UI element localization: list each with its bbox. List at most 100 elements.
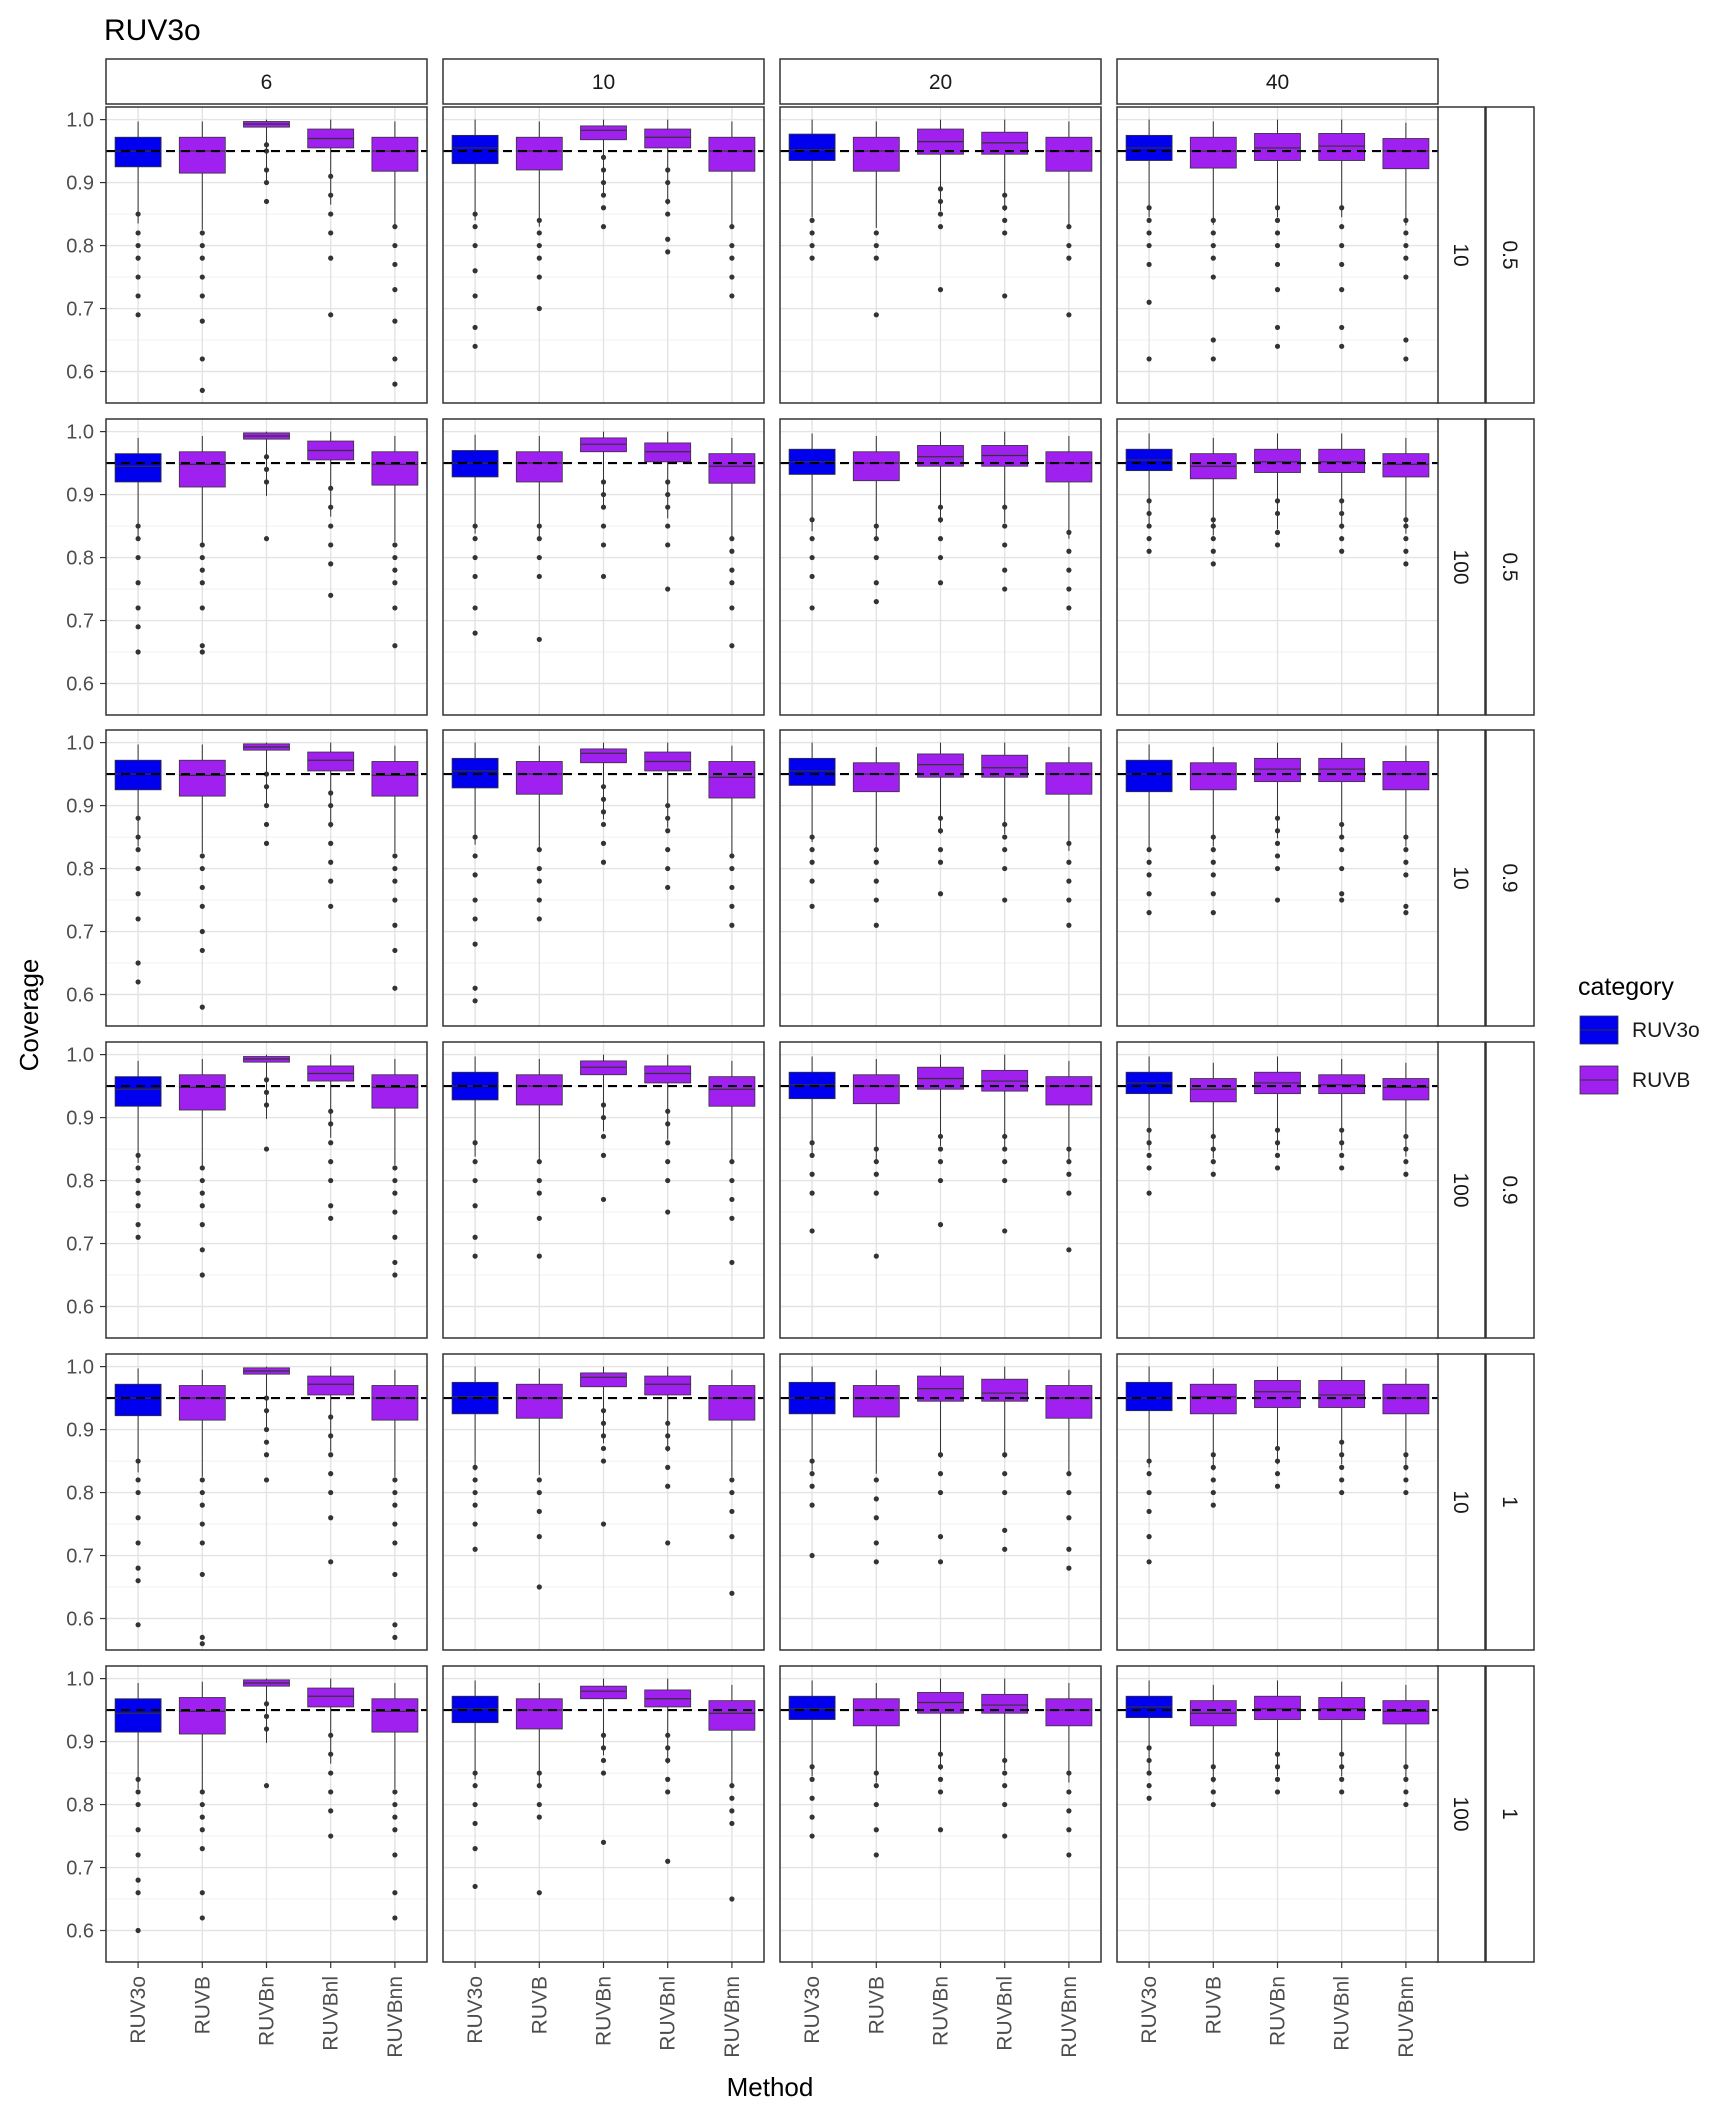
y-tick-label: 0.9 bbox=[66, 173, 94, 195]
outlier-point bbox=[328, 1833, 334, 1839]
outlier-point bbox=[600, 1114, 607, 1121]
outlier-point bbox=[199, 1222, 205, 1228]
row-strip-inner-label: 10 bbox=[1449, 866, 1472, 889]
outlier-point bbox=[1403, 1452, 1409, 1458]
outlier-point bbox=[199, 947, 205, 954]
outlier-point bbox=[328, 542, 334, 548]
outlier-point bbox=[729, 1896, 735, 1902]
outlier-point bbox=[536, 536, 542, 542]
row-strip-inner-label: 10 bbox=[1449, 243, 1472, 266]
outlier-point bbox=[1146, 1458, 1152, 1464]
outlier-point bbox=[1274, 261, 1281, 268]
box-ruvbnn bbox=[1045, 1698, 1093, 1727]
x-tick-label: RUV3o bbox=[801, 1976, 824, 2044]
panel-border bbox=[1116, 1353, 1439, 1651]
outlier-point bbox=[873, 897, 879, 903]
outlier-point bbox=[1146, 548, 1152, 554]
outlier-point bbox=[873, 1190, 879, 1196]
outlier-point bbox=[1002, 847, 1008, 853]
outlier-point bbox=[536, 865, 542, 872]
outlier-point bbox=[665, 491, 671, 498]
outlier-point bbox=[536, 1477, 542, 1483]
box-ruvbn bbox=[1254, 133, 1301, 161]
panel-border bbox=[442, 729, 765, 1027]
outlier-point bbox=[392, 224, 398, 230]
outlier-point bbox=[199, 1521, 205, 1527]
outlier-point bbox=[328, 211, 334, 217]
outlier-point bbox=[199, 1641, 205, 1647]
outlier-point bbox=[1066, 859, 1072, 865]
row-strip-outer-label: 0.5 bbox=[1498, 240, 1521, 269]
outlier-point bbox=[1339, 891, 1345, 897]
outlier-point bbox=[536, 1215, 542, 1221]
outlier-point bbox=[1066, 1471, 1072, 1477]
outlier-point bbox=[135, 554, 141, 561]
outlier-point bbox=[135, 1927, 141, 1934]
outlier-point bbox=[1210, 1452, 1216, 1458]
outlier-point bbox=[392, 1272, 398, 1278]
outlier-point bbox=[1146, 217, 1152, 223]
outlier-point bbox=[1066, 224, 1072, 230]
outlier-point bbox=[665, 1745, 671, 1751]
outlier-point bbox=[199, 1571, 205, 1578]
outlier-point bbox=[263, 1426, 270, 1433]
box-ruvbnl bbox=[981, 1693, 1029, 1714]
outlier-point bbox=[1066, 1852, 1072, 1858]
outlier-point bbox=[328, 485, 334, 491]
outlier-point bbox=[1146, 1190, 1152, 1196]
box-ruvbnl bbox=[1318, 757, 1366, 783]
outlier-point bbox=[199, 293, 205, 299]
outlier-point bbox=[328, 790, 334, 796]
outlier-point bbox=[263, 1408, 270, 1414]
outlier-point bbox=[263, 784, 270, 790]
outlier-point bbox=[199, 318, 205, 324]
outlier-point bbox=[1403, 356, 1409, 362]
outlier-point bbox=[328, 1515, 334, 1521]
x-tick-label: RUVB bbox=[528, 1976, 551, 2034]
outlier-point bbox=[263, 142, 270, 148]
outlier-point bbox=[1403, 1146, 1409, 1152]
outlier-point bbox=[328, 1203, 334, 1209]
outlier-point bbox=[873, 1827, 879, 1833]
outlier-point bbox=[199, 387, 205, 394]
outlier-point bbox=[729, 903, 735, 909]
outlier-point bbox=[809, 1458, 815, 1464]
outlier-point bbox=[937, 828, 944, 834]
outlier-point bbox=[1274, 343, 1281, 349]
panel-border bbox=[779, 106, 1102, 404]
outlier-point bbox=[809, 230, 815, 236]
facet-panel bbox=[105, 729, 428, 1027]
outlier-point bbox=[937, 211, 944, 217]
box-ruvbnl bbox=[307, 1687, 355, 1708]
outlier-point bbox=[392, 356, 398, 362]
box-ruvbnn bbox=[708, 136, 756, 172]
outlier-point bbox=[1339, 324, 1345, 331]
outlier-point bbox=[600, 192, 607, 198]
outlier-point bbox=[809, 1190, 815, 1196]
box-ruvbnn bbox=[1382, 761, 1430, 791]
facet-panel bbox=[105, 1041, 428, 1339]
x-tick-label: RUVBnn bbox=[384, 1976, 407, 2058]
outlier-point bbox=[1210, 356, 1216, 362]
y-tick-label: 0.6 bbox=[66, 985, 94, 1007]
y-tick-label: 0.6 bbox=[66, 362, 94, 384]
outlier-point bbox=[1210, 1159, 1216, 1165]
outlier-point bbox=[135, 865, 141, 872]
outlier-point bbox=[392, 985, 398, 991]
outlier-point bbox=[472, 224, 478, 230]
x-tick-label: RUVBn bbox=[256, 1976, 279, 2046]
outlier-point bbox=[199, 230, 205, 236]
outlier-point bbox=[263, 1726, 270, 1732]
outlier-point bbox=[135, 255, 141, 261]
outlier-point bbox=[199, 1203, 205, 1209]
outlier-point bbox=[199, 1789, 205, 1795]
box-ruvbnn bbox=[371, 136, 419, 172]
panel-border bbox=[105, 1041, 428, 1339]
outlier-point bbox=[809, 878, 815, 884]
outlier-point bbox=[263, 1477, 270, 1483]
y-tick-label: 1.0 bbox=[66, 1045, 94, 1067]
outlier-point bbox=[1002, 504, 1008, 510]
panel-border bbox=[105, 418, 428, 716]
outlier-point bbox=[937, 1177, 944, 1184]
outlier-point bbox=[665, 542, 671, 548]
